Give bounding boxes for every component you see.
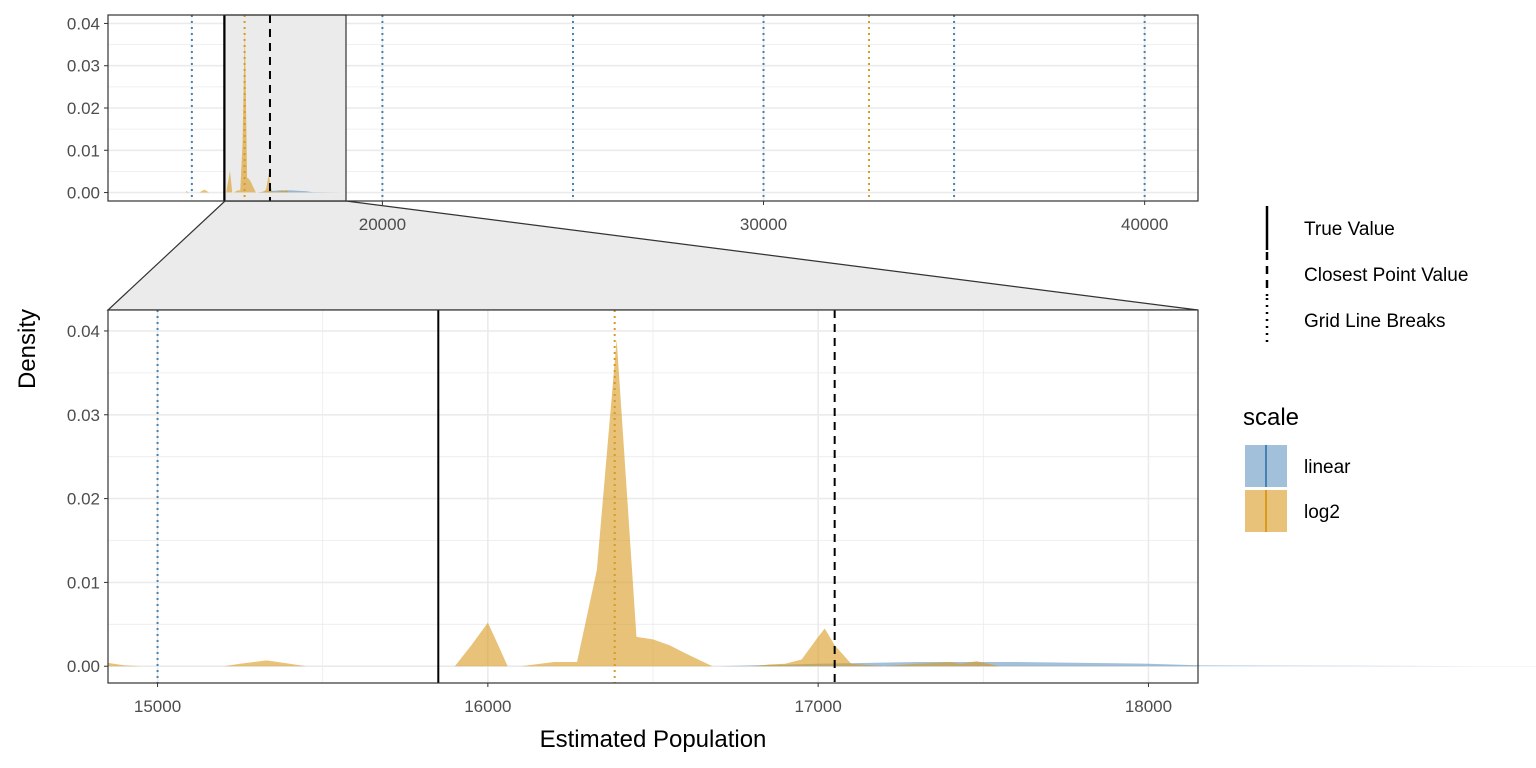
zoom-y-tick-label: 0.04 (67, 322, 100, 341)
overview-y-tick-label: 0.03 (67, 57, 100, 76)
overview-y-tick-label: 0.04 (67, 14, 100, 33)
overview-density-areas (186, 27, 383, 193)
scale-legend: scale linear log2 (1243, 404, 1351, 532)
zoom-reference-lines (156, 310, 836, 683)
linetype-legend: True Value Closest Point Value Grid Line B… (1265, 206, 1468, 342)
y-axis-title: Density (14, 309, 41, 389)
zoom-y-tick-label: 0.02 (67, 490, 100, 509)
legend-label-dashed: Closest Point Value (1304, 265, 1468, 286)
legend-label-log2: log2 (1304, 502, 1340, 523)
overview-x-tick-label: 20000 (359, 215, 406, 234)
zoom-x-tick-label: 18000 (1125, 697, 1172, 716)
zoom-axes: 0.00 0.01 0.02 0.03 0.04 15000 16000 17000 18000 (67, 322, 1172, 716)
scale-legend-title: scale (1243, 404, 1299, 431)
overview-reference-lines (190, 15, 1146, 201)
zoom-y-tick-label: 0.00 (67, 657, 100, 676)
zoom-density-areas (108, 339, 1536, 667)
zoom-y-tick-label: 0.03 (67, 406, 100, 425)
zoom-x-tick-label: 17000 (795, 697, 842, 716)
overview-y-tick-label: 0.02 (67, 99, 100, 118)
zoom-x-tick-label: 16000 (464, 697, 511, 716)
legend-label-solid: True Value (1304, 219, 1395, 240)
legend-label-dotted: Grid Line Breaks (1304, 311, 1446, 332)
zoom-y-tick-label: 0.01 (67, 573, 100, 592)
overview-x-tick-label: 30000 (740, 215, 787, 234)
zoom-panel-border (107, 309, 1199, 684)
legend-label-linear: linear (1304, 457, 1351, 478)
overview-y-tick-label: 0.01 (67, 141, 100, 160)
overview-y-tick-label: 0.00 (67, 184, 100, 203)
overview-x-tick-label: 40000 (1121, 215, 1168, 234)
overview-axes: 0.00 0.01 0.02 0.03 0.04 20000 30000 40000 (67, 14, 1168, 234)
x-axis-title: Estimated Population (540, 726, 767, 753)
zoom-x-tick-label: 15000 (134, 697, 181, 716)
zoom-panel: 0.00 0.01 0.02 0.03 0.04 15000 16000 17000 18000 (67, 309, 1536, 716)
zoom-connector (106, 200, 1199, 311)
overview-panel: 0.00 0.01 0.02 0.03 0.04 20000 30000 40000 (67, 14, 1199, 234)
